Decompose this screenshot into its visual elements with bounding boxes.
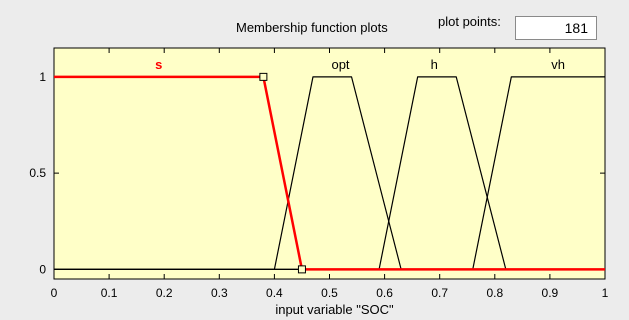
mf-handle[interactable] bbox=[297, 265, 306, 274]
mf-handle[interactable] bbox=[259, 72, 268, 81]
x-tick-label: 0 bbox=[51, 286, 58, 300]
y-tick-label: 0 bbox=[39, 262, 46, 276]
y-tick-label: 0.5 bbox=[29, 166, 46, 180]
plot-points-label: plot points: bbox=[438, 14, 501, 29]
x-tick-label: 0.3 bbox=[211, 286, 228, 300]
mf-label-s[interactable]: s bbox=[155, 57, 162, 72]
x-tick-label: 0.7 bbox=[431, 286, 448, 300]
x-tick-label: 0.8 bbox=[486, 286, 503, 300]
x-tick-label: 1 bbox=[602, 286, 609, 300]
x-tick-label: 0.2 bbox=[156, 286, 173, 300]
x-tick-label: 0.4 bbox=[266, 286, 283, 300]
mf-label-vh[interactable]: vh bbox=[551, 57, 565, 72]
x-tick-label: 0.1 bbox=[101, 286, 118, 300]
y-tick-label: 1 bbox=[39, 70, 46, 84]
mf-line-vh[interactable] bbox=[54, 76, 605, 270]
x-tick-label: 0.6 bbox=[376, 286, 393, 300]
mf-label-opt[interactable]: opt bbox=[331, 57, 349, 72]
mf-label-h[interactable]: h bbox=[431, 57, 438, 72]
mf-line-s[interactable] bbox=[54, 75, 605, 271]
x-tick-label: 0.5 bbox=[321, 286, 338, 300]
plot-area bbox=[53, 47, 606, 280]
x-axis-label: input variable "SOC" bbox=[275, 302, 394, 317]
x-tick-label: 0.9 bbox=[542, 286, 559, 300]
plot-title: Membership function plots bbox=[236, 20, 388, 35]
plot-points-input[interactable] bbox=[515, 16, 597, 40]
